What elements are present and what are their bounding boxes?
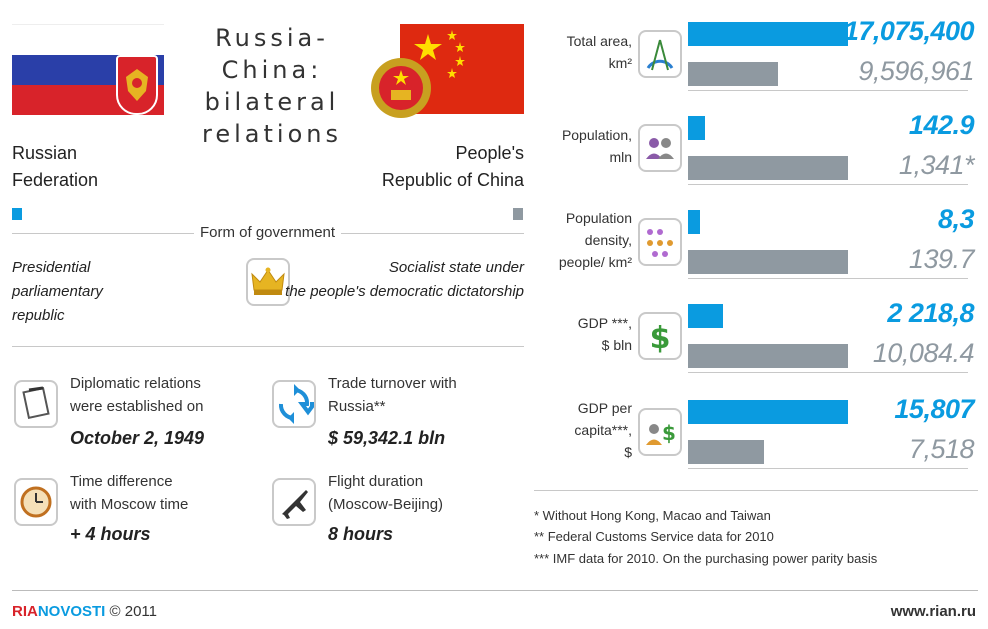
fact-trade-text: Trade turnover with Russia** — [328, 375, 457, 415]
people-icon — [638, 124, 682, 172]
dollar-icon: $ — [638, 312, 682, 360]
value-russia: 8,3 — [937, 204, 975, 234]
bar-russia — [688, 400, 848, 424]
bar-baseline — [688, 372, 968, 373]
russia-color-swatch — [12, 208, 22, 220]
value-china: 139.7 — [908, 244, 975, 274]
china-color-swatch — [513, 208, 523, 220]
svg-text:$: $ — [650, 321, 671, 356]
comparison-chart: Total area, km² 17,075,400 9,596,961 Populat… — [540, 0, 988, 500]
footer-divider — [12, 590, 978, 591]
indicator-label: Population density, people/ km² — [558, 210, 632, 270]
bar-china — [688, 62, 778, 86]
footnote-3: *** IMF data for 2010. On the purchasing… — [534, 551, 878, 566]
value-china: 7,518 — [908, 434, 975, 464]
footer-brand: RIANOVOSTI © 2011 — [12, 603, 157, 620]
brand-novosti: NOVOSTI — [37, 603, 106, 620]
value-china: 10,084.4 — [872, 338, 975, 368]
fact-diplomatic-value: October 2, 1949 — [70, 428, 205, 448]
crowd-icon — [638, 218, 682, 266]
value-china: 1,341* — [898, 150, 975, 180]
bar-china — [688, 344, 848, 368]
clock-icon — [14, 478, 58, 526]
divider — [12, 346, 524, 347]
bar-russia — [688, 304, 724, 328]
trade-arrows-icon — [272, 380, 318, 428]
bar-russia — [688, 210, 700, 234]
page-title: Russia-China: bilateral relations — [202, 24, 342, 148]
value-russia: 15,807 — [894, 394, 974, 424]
brand-ria: RIA — [12, 603, 38, 620]
fact-flight-value: 8 hours — [328, 524, 394, 544]
fact-diplomatic-text: Diplomatic relations were established on — [70, 375, 204, 415]
value-russia: 142.9 — [908, 110, 975, 140]
bar-russia — [688, 116, 706, 140]
bar-china — [688, 440, 765, 464]
bar-russia — [688, 22, 848, 46]
svg-text:$: $ — [662, 421, 676, 445]
russia-name: Russian Federation — [12, 143, 99, 190]
person-dollar-icon: $ — [638, 408, 682, 456]
value-russia: 17,075,400 — [843, 16, 975, 46]
divider — [534, 490, 978, 491]
footnote-2: ** Federal Customs Service data for 2010 — [534, 529, 774, 544]
indicator-label: Population, mln — [561, 127, 632, 165]
footer-copyright: © 2011 — [109, 603, 158, 620]
crown-icon — [246, 258, 290, 306]
china-emblem-icon — [368, 52, 434, 122]
fact-time-value: + 4 hours — [70, 524, 151, 544]
china-name: People's Republic of China — [381, 143, 524, 190]
fact-flight-text: Flight duration (Moscow-Beijing) — [328, 473, 444, 513]
value-russia: 2 218,8 — [887, 298, 974, 328]
bar-baseline — [688, 278, 968, 279]
fact-time-text: Time difference with Moscow time — [70, 473, 189, 513]
bar-china — [688, 156, 848, 180]
fact-trade-value: $ 59,342.1 bln — [328, 428, 446, 448]
bar-china — [688, 250, 848, 274]
russia-government-text: Presidential parliamentary republic — [12, 259, 103, 324]
compass-icon — [638, 30, 682, 78]
footer-url[interactable]: www.rian.ru — [890, 603, 976, 620]
indicator-label: GDP per capita***, $ — [574, 400, 632, 460]
government-section-title: Form of government — [194, 224, 342, 241]
indicator-label: GDP ***, $ bln — [577, 315, 632, 353]
bar-baseline — [688, 468, 968, 469]
value-china: 9,596,961 — [858, 56, 974, 86]
indicator-label: Total area, km² — [566, 33, 632, 71]
bar-baseline — [688, 184, 968, 185]
russia-coat-of-arms-icon — [116, 55, 158, 115]
airplane-icon — [272, 478, 316, 526]
footnote-1: * Without Hong Kong, Macao and Taiwan — [534, 508, 771, 523]
china-government-text: Socialist state under the people's democ… — [285, 259, 524, 300]
calendar-icon — [14, 380, 58, 428]
bar-baseline — [688, 90, 968, 91]
